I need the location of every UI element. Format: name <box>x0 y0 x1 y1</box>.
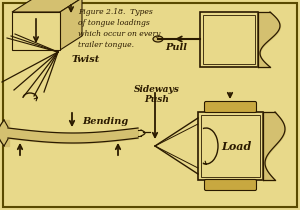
Text: Pull: Pull <box>165 43 187 52</box>
Text: Twist: Twist <box>72 55 100 64</box>
Polygon shape <box>12 12 60 50</box>
Text: Sideways
Push: Sideways Push <box>134 85 180 104</box>
Text: Bending: Bending <box>82 117 128 126</box>
Ellipse shape <box>153 36 163 42</box>
Bar <box>203 15 255 64</box>
Text: Figure 2.18.  Types
of tongue loadings
which occur on every
trailer tongue.: Figure 2.18. Types of tongue loadings wh… <box>78 8 160 49</box>
Bar <box>201 115 260 177</box>
Bar <box>198 112 263 180</box>
FancyBboxPatch shape <box>205 101 256 113</box>
Text: Load: Load <box>221 140 251 151</box>
Polygon shape <box>12 0 82 12</box>
FancyBboxPatch shape <box>205 180 256 190</box>
Polygon shape <box>60 0 82 50</box>
Bar <box>200 12 258 67</box>
